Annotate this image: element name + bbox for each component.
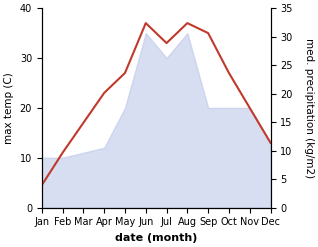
Y-axis label: med. precipitation (kg/m2): med. precipitation (kg/m2) (304, 38, 314, 178)
Y-axis label: max temp (C): max temp (C) (4, 72, 14, 144)
X-axis label: date (month): date (month) (115, 233, 197, 243)
